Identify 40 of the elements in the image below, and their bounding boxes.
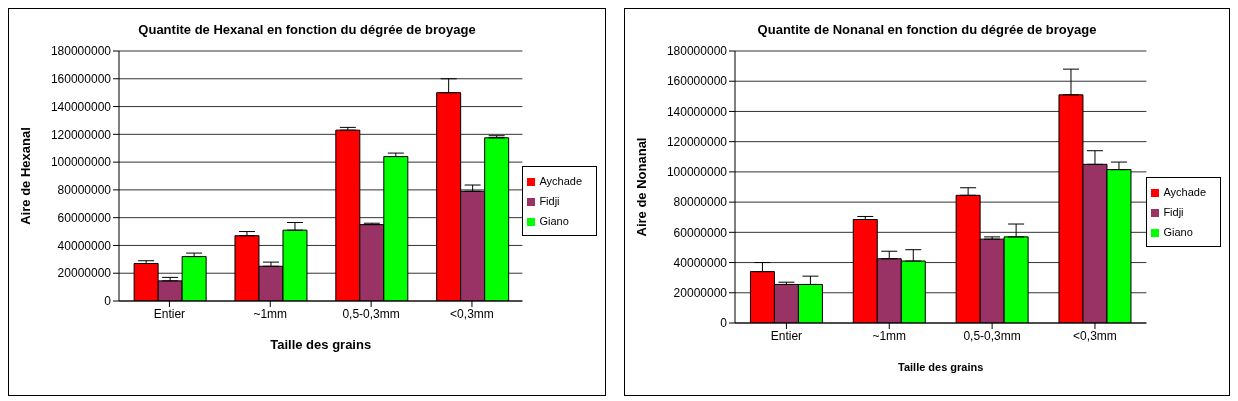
legend-label: Aychade xyxy=(539,175,582,187)
x-tick-label: ~1mm xyxy=(872,328,907,343)
y-tick-label: 60000000 xyxy=(673,225,728,240)
y-tick-label: 20000000 xyxy=(57,266,112,281)
y-tick-label: 20000000 xyxy=(673,286,728,301)
y-tick-label: 40000000 xyxy=(673,255,728,270)
x-tick-label: 0,5-0,3mm xyxy=(963,328,1021,343)
legend-label: Fidji xyxy=(1163,206,1184,218)
y-tick-label: 140000000 xyxy=(50,99,112,114)
y-tick-label: 180000000 xyxy=(666,44,728,59)
y-tick-label: 120000000 xyxy=(666,134,728,149)
x-tick-label: Entier xyxy=(770,328,803,343)
y-tick-label: 100000000 xyxy=(50,155,112,170)
y-tick-label: 160000000 xyxy=(50,72,112,87)
y-axis-title: Aire de Nonanal xyxy=(633,137,649,237)
legend-label: Fidji xyxy=(539,195,560,207)
y-tick-label: 180000000 xyxy=(50,44,112,59)
x-tick-label: Entier xyxy=(153,306,186,321)
y-tick-label: 0 xyxy=(720,316,728,331)
y-tick-label: 40000000 xyxy=(57,238,112,253)
y-tick-label: 80000000 xyxy=(673,195,728,210)
y-tick-label: 120000000 xyxy=(50,127,112,142)
y-tick-label: 80000000 xyxy=(57,183,112,198)
x-axis-title: Taille des grains xyxy=(270,337,372,352)
chart-title: Quantite de Hexanal en fonction du dégrée de broyage xyxy=(137,21,477,39)
legend-label: Giano xyxy=(539,215,569,227)
x-axis-title: Taille des grains xyxy=(898,361,984,373)
y-tick-label: 60000000 xyxy=(57,210,112,225)
y-tick-label: 100000000 xyxy=(666,165,728,180)
x-tick-label: ~1mm xyxy=(253,306,288,321)
x-tick-label: <0,3mm xyxy=(1073,328,1117,343)
chart-title: Quantite de Nonanal en fonction du dégrée de broyage xyxy=(756,21,1098,39)
y-tick-label: 140000000 xyxy=(666,104,728,119)
x-tick-label: 0,5-0,3mm xyxy=(342,306,400,321)
y-tick-label: 160000000 xyxy=(666,74,728,89)
legend-label: Giano xyxy=(1163,226,1193,238)
y-tick-label: 0 xyxy=(104,294,112,309)
y-axis-title: Aire de Hexanal xyxy=(17,127,33,225)
x-tick-label: <0,3mm xyxy=(450,306,494,321)
legend-label: Aychade xyxy=(1163,186,1206,198)
